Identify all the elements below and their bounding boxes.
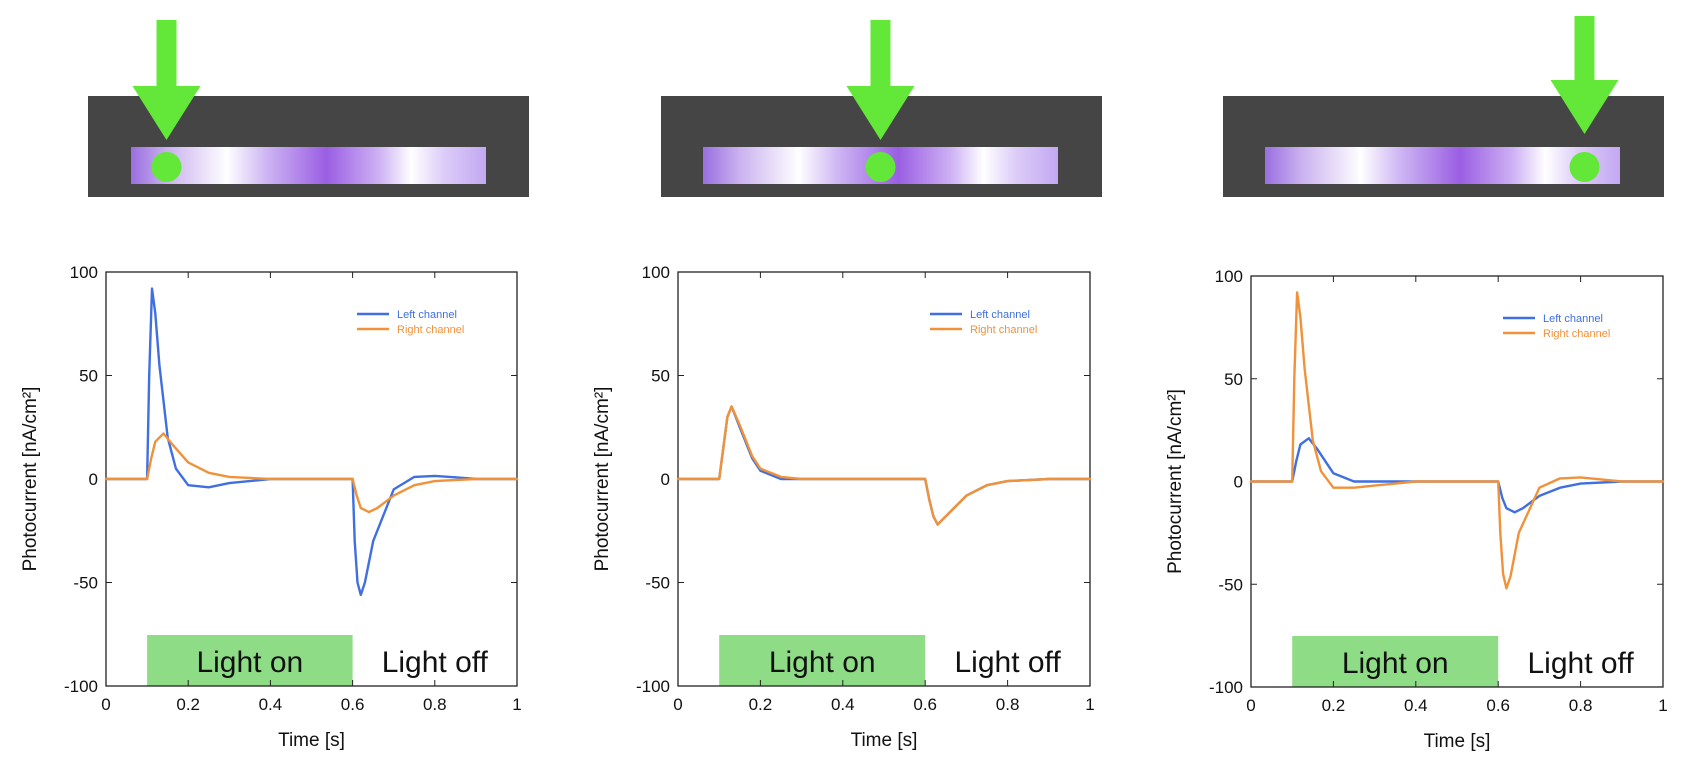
x-tick-label: 1 (1658, 696, 1667, 715)
device-diagram (1223, 16, 1664, 197)
light-on-band (1292, 636, 1499, 687)
legend-label: Left channel (970, 309, 1030, 321)
legend-label: Left channel (397, 309, 457, 321)
device-diagram (661, 20, 1102, 197)
series-line (1249, 437, 1665, 514)
x-axis-label: Time [s] (278, 730, 345, 751)
x-tick-label: 0 (101, 695, 110, 714)
down-arrow-icon (1550, 16, 1619, 134)
x-tick-label: 0.4 (831, 695, 855, 714)
y-tick-label: 100 (70, 263, 98, 282)
y-tick-label: -50 (1218, 575, 1243, 594)
y-tick-label: 50 (1224, 370, 1243, 389)
x-tick-label: 0.6 (913, 695, 937, 714)
light-spot (1569, 152, 1600, 182)
x-tick-label: 1 (1085, 695, 1094, 714)
x-tick-label: 0.8 (1569, 696, 1593, 715)
x-tick-label: 0.6 (1486, 696, 1510, 715)
y-tick-label: -50 (645, 574, 670, 593)
y-tick-label: -100 (1209, 678, 1243, 697)
light-on-label: Light on (769, 646, 876, 679)
x-tick-label: 0.4 (259, 695, 283, 714)
y-tick-label: 50 (651, 367, 670, 386)
y-axis-label: Photocurrent [nA/cm²] (1165, 389, 1186, 574)
x-tick-label: 0 (1246, 696, 1255, 715)
device-diagram (88, 20, 529, 197)
x-tick-label: 0.8 (423, 695, 447, 714)
y-tick-label: 100 (642, 263, 670, 282)
legend-label: Left channel (1543, 313, 1603, 325)
y-tick-label: 0 (1234, 473, 1243, 492)
x-tick-label: 1 (512, 695, 521, 714)
series-line (104, 432, 519, 514)
light-off-label: Light off (1527, 647, 1634, 680)
y-tick-label: 50 (79, 367, 98, 386)
y-tick-label: 0 (89, 470, 98, 489)
y-axis-label: Photocurrent [nA/cm²] (592, 387, 613, 572)
x-tick-label: 0.8 (996, 695, 1020, 714)
x-tick-label: 0 (673, 695, 682, 714)
x-tick-label: 0.2 (1322, 696, 1346, 715)
down-arrow-icon (132, 20, 201, 140)
x-axis-label: Time [s] (851, 730, 918, 751)
y-axis-label: Photocurrent [nA/cm²] (20, 387, 41, 572)
legend-label: Right channel (1543, 328, 1610, 340)
x-tick-label: 0.2 (176, 695, 200, 714)
light-on-band (719, 635, 926, 686)
series-line (676, 405, 1092, 526)
light-on-label: Light on (196, 646, 303, 679)
light-spot (865, 152, 896, 182)
x-tick-label: 0.6 (341, 695, 365, 714)
y-tick-label: 100 (1215, 267, 1243, 286)
light-off-label: Light off (382, 646, 489, 679)
y-tick-label: -100 (64, 677, 98, 696)
y-tick-label: -100 (636, 677, 670, 696)
legend-label: Right channel (970, 324, 1037, 336)
down-arrow-icon (846, 20, 915, 140)
photoactive-strip (1265, 147, 1620, 184)
x-tick-label: 0.4 (1404, 696, 1428, 715)
legend-label: Right channel (397, 324, 464, 336)
x-tick-label: 0.2 (749, 695, 773, 714)
light-off-label: Light off (954, 646, 1061, 679)
y-tick-label: 0 (661, 470, 670, 489)
y-tick-label: -50 (73, 574, 98, 593)
light-on-band (147, 635, 353, 686)
light-on-label: Light on (1342, 647, 1449, 680)
series-line (1249, 291, 1665, 590)
x-axis-label: Time [s] (1424, 731, 1491, 752)
photoactive-strip (131, 147, 486, 184)
light-spot (151, 152, 182, 182)
